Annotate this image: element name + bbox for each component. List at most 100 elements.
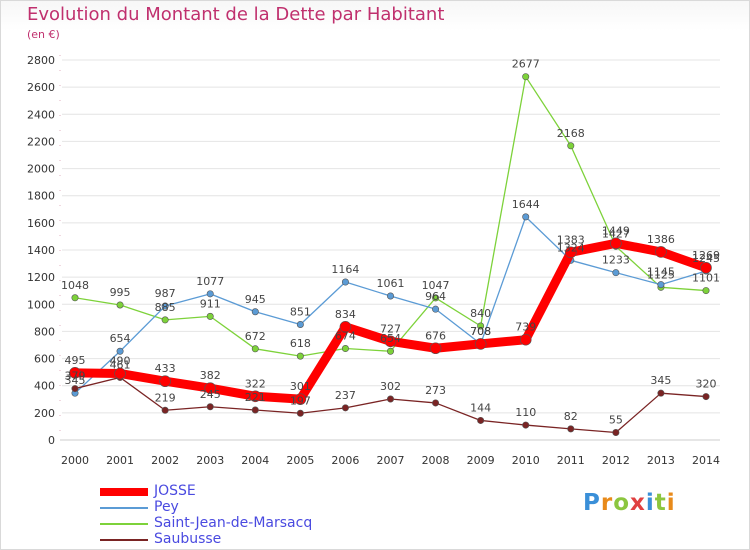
data-point [477, 416, 485, 424]
data-label: 945 [245, 293, 266, 306]
y-tick-label: 1600 [27, 217, 55, 230]
data-label: 1101 [692, 272, 720, 285]
data-label: 1449 [602, 224, 630, 237]
x-tick-label: 2001 [106, 454, 134, 467]
x-tick-label: 2005 [286, 454, 314, 467]
data-point [477, 322, 485, 330]
data-label: 708 [470, 325, 491, 338]
data-label: 911 [200, 297, 221, 310]
data-label: 1047 [422, 279, 450, 292]
data-label: 674 [335, 330, 356, 343]
data-point [432, 399, 440, 407]
data-label: 739 [515, 321, 536, 334]
data-point [161, 316, 169, 324]
data-point [204, 382, 217, 394]
x-tick-label: 2008 [422, 454, 450, 467]
data-point [296, 321, 304, 329]
data-label: 1164 [331, 263, 359, 276]
data-point [432, 305, 440, 313]
data-label: 461 [110, 358, 131, 371]
data-label: 672 [245, 330, 266, 343]
data-label: 197 [290, 394, 311, 407]
data-point [567, 142, 575, 150]
data-point [296, 352, 304, 360]
x-tick-label: 2011 [557, 454, 585, 467]
data-label: 1245 [692, 252, 720, 265]
data-point [522, 213, 530, 221]
data-point [206, 290, 214, 298]
data-point [657, 281, 665, 289]
data-label: 1383 [557, 233, 585, 246]
y-tick-label: 400 [34, 380, 55, 393]
data-point [432, 294, 440, 302]
legend-item-saint-jean: Saint-Jean-de-Marsacq [100, 515, 400, 532]
data-label: 495 [65, 354, 86, 367]
data-point [702, 287, 710, 295]
x-tick-label: 2013 [647, 454, 675, 467]
x-tick-label: 2009 [467, 454, 495, 467]
y-tick-label: 1400 [27, 244, 55, 257]
data-label: 1061 [377, 277, 405, 290]
y-tick-label: 800 [34, 325, 55, 338]
data-label: 302 [380, 380, 401, 393]
data-label: 618 [290, 337, 311, 350]
data-label: 1427 [602, 227, 630, 240]
data-label: 834 [335, 308, 356, 321]
data-label: 320 [696, 378, 717, 391]
data-label: 654 [110, 332, 131, 345]
data-point [657, 389, 665, 397]
data-point [341, 278, 349, 286]
data-label: 110 [515, 406, 536, 419]
data-label: 1145 [647, 266, 675, 279]
data-point [474, 338, 487, 350]
x-tick-label: 2003 [196, 454, 224, 467]
data-point [341, 404, 349, 412]
data-point [114, 367, 126, 380]
y-tick-label: 1200 [27, 271, 55, 284]
data-label: 55 [609, 414, 623, 427]
data-point [384, 335, 397, 348]
data-label: 144 [470, 401, 491, 414]
data-label: 1644 [512, 198, 540, 211]
data-point [522, 73, 530, 81]
data-point [612, 269, 620, 277]
y-tick-label: 200 [34, 407, 55, 420]
data-point [610, 237, 622, 250]
series-line-saint-jean-de-marsacq [74, 76, 707, 357]
data-point [296, 409, 304, 417]
data-label: 82 [564, 410, 578, 423]
logo-letter: i [645, 490, 655, 516]
series-line-josse [70, 238, 711, 404]
chart-legend: JOSSE Pey Saint-Jean-de-Marsacq Saubusse [100, 483, 400, 548]
data-point [564, 246, 577, 259]
data-label: 322 [245, 377, 266, 390]
data-label: 245 [200, 388, 221, 401]
data-point [612, 429, 620, 437]
x-tick-label: 2000 [61, 454, 89, 467]
y-tick-label: 1800 [27, 190, 55, 203]
data-point [567, 425, 575, 433]
data-label: 2677 [512, 58, 540, 71]
y-tick-label: 2600 [27, 81, 55, 94]
y-tick-label: 600 [34, 353, 55, 366]
data-point [116, 347, 124, 355]
data-point [700, 261, 712, 274]
y-tick-label: 0 [48, 434, 55, 447]
data-label: 433 [155, 362, 176, 375]
legend-label-saubusse: Saubusse [154, 531, 222, 547]
data-label: 345 [65, 374, 86, 387]
data-point [386, 347, 394, 355]
data-label: 237 [335, 389, 356, 402]
legend-swatch-saubusse [100, 539, 148, 541]
data-label: 676 [425, 329, 446, 342]
data-point [251, 308, 259, 316]
data-label: 885 [155, 301, 176, 314]
data-label: 219 [155, 391, 176, 404]
x-tick-label: 2010 [512, 454, 540, 467]
data-point [339, 321, 352, 333]
data-label: 964 [425, 290, 446, 303]
data-point [206, 403, 214, 411]
data-label: 708 [470, 325, 491, 338]
data-label: 2168 [557, 127, 585, 140]
data-point [702, 393, 710, 401]
